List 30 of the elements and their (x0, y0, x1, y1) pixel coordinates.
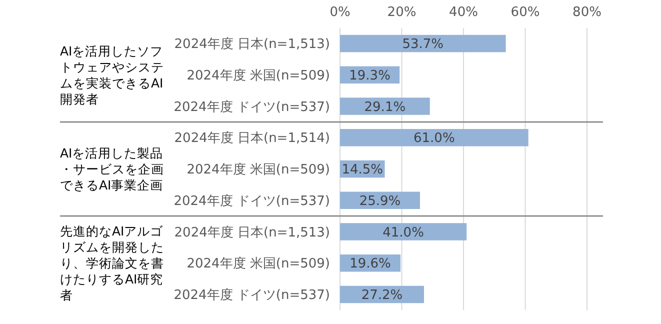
data-label: 53.7% (402, 37, 444, 52)
text: 先進的なAIアルゴリズムを開発したり、学術論文を書けたりするAI研究者 (60, 223, 164, 302)
bar (340, 129, 528, 146)
y-tick-label: 2024年度 ドイツ(n=537) (174, 98, 330, 115)
bar (340, 98, 430, 115)
data-label: 25.9% (359, 194, 401, 209)
y-tick-label: 2024年度 米国(n=509) (186, 67, 330, 84)
y-tick-label: 2024年度 米国(n=509) (186, 162, 330, 178)
y-tick-label: 2024年度 日本(n=1,513) (174, 36, 330, 52)
y-tick-label: 2024年度 日本(n=1,513) (174, 224, 330, 240)
y-tick-label: 2024年度 日本(n=1,514) (174, 130, 330, 146)
y-tick-label: 2024年度 ドイツ(n=537) (174, 192, 330, 209)
x-tick-label: 80% (572, 5, 602, 20)
data-label: 29.1% (364, 100, 406, 115)
y-tick-label: 2024年度 米国(n=509) (186, 256, 330, 272)
x-tick-label: 60% (510, 5, 540, 20)
data-label: 19.3% (349, 68, 390, 84)
x-tick-label: 0% (330, 5, 350, 20)
data-label: 27.2% (361, 288, 403, 304)
x-tick-label: 20% (387, 5, 416, 20)
bar (340, 34, 506, 52)
text: AIを活用したソフトウェアやシステムを実装できるAI開発者 (60, 43, 164, 106)
text: AIを活用した製品・サービスを企画できるAI事業企画 (60, 145, 164, 192)
data-label: 14.5% (342, 162, 384, 178)
data-label: 19.6% (350, 256, 391, 272)
data-label: 41.0% (382, 225, 424, 240)
data-label: 61.0% (414, 131, 455, 146)
bar (340, 223, 467, 240)
x-tick-label: 40% (449, 5, 478, 20)
y-tick-label: 2024年度 ドイツ(n=537) (174, 287, 330, 304)
